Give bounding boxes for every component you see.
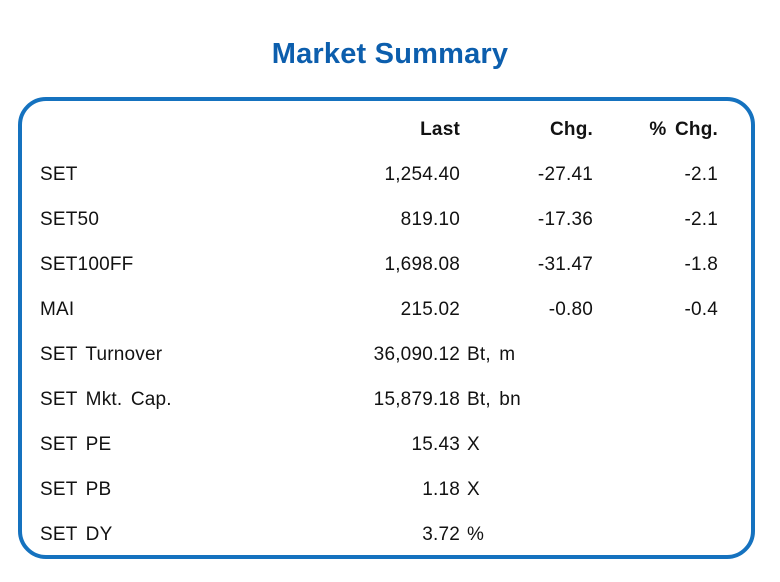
table-row: MAI 215.02 -0.80 -0.4 xyxy=(40,287,751,332)
chg-value: -31.47 xyxy=(537,253,593,275)
unit-label: Bt, m xyxy=(467,343,516,365)
table-row: SET PE 15.43 X xyxy=(40,422,751,467)
page-title: Market Summary xyxy=(271,38,509,70)
last-value: 36,090.12 xyxy=(373,343,460,365)
row-label: MAI xyxy=(40,298,75,320)
row-label: SET100FF xyxy=(40,253,134,275)
table-row: SET Mkt. Cap. 15,879.18 Bt, bn xyxy=(40,377,751,422)
unit-label: Bt, bn xyxy=(467,388,521,410)
pct-chg-value: -2.1 xyxy=(684,208,718,230)
last-value: 1,698.08 xyxy=(384,253,460,275)
table-row: SET DY 3.72 % xyxy=(40,512,751,555)
last-value: 15,879.18 xyxy=(373,388,460,410)
row-label: SET PB xyxy=(40,478,112,500)
last-value: 215.02 xyxy=(400,298,460,320)
last-value: 15.43 xyxy=(411,433,460,455)
table-header-row: Last Chg. % Chg. xyxy=(40,107,751,152)
pct-chg-value: -1.8 xyxy=(684,253,718,275)
last-value: 3.72 xyxy=(422,523,460,545)
row-label: SET Turnover xyxy=(40,343,163,365)
column-header-chg: Chg. xyxy=(549,118,593,140)
row-label: SET50 xyxy=(40,208,100,230)
table-row: SET100FF 1,698.08 -31.47 -1.8 xyxy=(40,242,751,287)
unit-label: X xyxy=(467,478,480,500)
table-row: SET PB 1.18 X xyxy=(40,467,751,512)
row-label: SET xyxy=(40,163,78,185)
row-label: SET DY xyxy=(40,523,113,545)
column-header-last: Last xyxy=(420,118,460,140)
summary-panel: Last Chg. % Chg. SET 1,254.40 -27.41 -2.… xyxy=(18,97,755,559)
last-value: 1,254.40 xyxy=(384,163,460,185)
row-label: SET Mkt. Cap. xyxy=(40,388,172,410)
unit-label: X xyxy=(467,433,480,455)
column-header-pct-chg: % Chg. xyxy=(649,118,718,140)
table-row: SET50 819.10 -17.36 -2.1 xyxy=(40,197,751,242)
unit-label: % xyxy=(467,523,485,545)
last-value: 819.10 xyxy=(400,208,460,230)
pct-chg-value: -0.4 xyxy=(684,298,718,320)
chg-value: -0.80 xyxy=(548,298,593,320)
pct-chg-value: -2.1 xyxy=(684,163,718,185)
chg-value: -27.41 xyxy=(537,163,593,185)
row-label: SET PE xyxy=(40,433,112,455)
table-row: SET Turnover 36,090.12 Bt, m xyxy=(40,332,751,377)
chg-value: -17.36 xyxy=(537,208,593,230)
table-row: SET 1,254.40 -27.41 -2.1 xyxy=(40,152,751,197)
last-value: 1.18 xyxy=(422,478,460,500)
